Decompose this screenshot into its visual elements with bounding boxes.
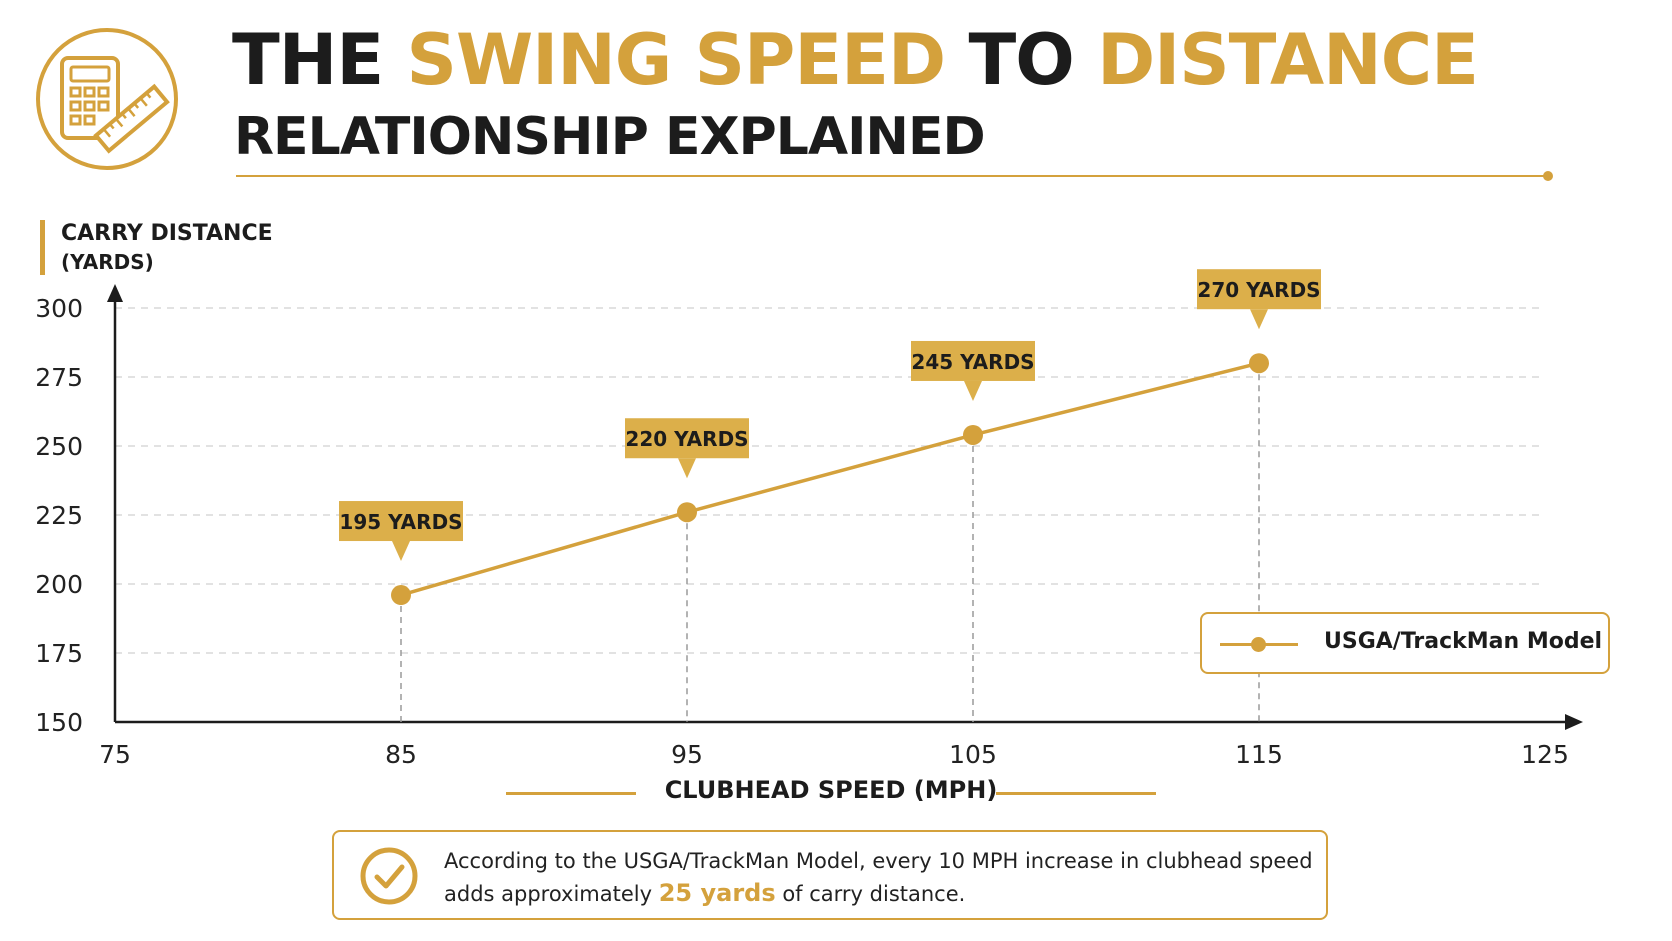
legend-entry-usga-trackman: USGA/TrackMan Model [1324, 629, 1603, 654]
data-point [963, 424, 983, 445]
x-axis-label-rule-right [996, 792, 1156, 795]
y-axis-title: CARRY DISTANCE [61, 221, 273, 246]
title-part1: THE [232, 19, 407, 101]
x-tick-label: 105 [949, 740, 997, 769]
x-axis-label-group: CLUBHEAD SPEED (MPH) [506, 774, 1156, 810]
x-axis-arrow [1565, 714, 1583, 730]
x-tick-label: 115 [1235, 740, 1283, 769]
note-highlight: 25 yards [658, 879, 776, 908]
check-circle-icon [360, 847, 418, 905]
callout-pointer [1250, 309, 1268, 330]
series-line-usga-trackman [400, 361, 1260, 597]
y-tick-label: 200 [35, 570, 83, 599]
data-label: 270 YARDS [1197, 278, 1320, 302]
note-text-after: of carry distance. [775, 882, 966, 907]
page-title: THE SWING SPEED TO DISTANCE [232, 19, 1479, 101]
callout-box [911, 340, 1035, 381]
y-tick-label: 300 [35, 294, 83, 323]
y-axis-units: (YARDS) [61, 249, 154, 274]
y-axis-arrow [107, 284, 123, 302]
callout-pointer [678, 458, 696, 479]
title-highlight-distance: DISTANCE [1097, 19, 1479, 101]
data-label: 245 YARDS [911, 350, 1034, 374]
chart-legend: USGA/TrackMan Model [1200, 612, 1610, 674]
title-divider [236, 171, 1553, 181]
y-tick-label: 250 [35, 432, 83, 461]
x-tick-label: 125 [1521, 740, 1569, 769]
page-subtitle: RELATIONSHIP EXPLAINED [234, 107, 986, 167]
title-part2: TO [945, 19, 1098, 101]
info-note: According to the USGA/TrackMan Model, ev… [332, 830, 1328, 920]
data-point [1249, 353, 1269, 374]
note-text-before: According to the USGA/TrackMan Model, ev… [444, 849, 1313, 907]
data-label: 220 YARDS [625, 427, 748, 451]
x-tick-label: 95 [671, 740, 703, 769]
legend-marker-swatch [1251, 637, 1266, 652]
callout-pointer [964, 380, 982, 401]
x-axis-label: CLUBHEAD SPEED (MPH) [664, 776, 998, 804]
callout-box [1197, 269, 1321, 310]
callout-box [339, 501, 463, 542]
data-label: 195 YARDS [339, 510, 462, 534]
data-point [677, 502, 697, 523]
x-tick-label: 85 [385, 740, 417, 769]
y-tick-label: 150 [35, 708, 83, 737]
x-axis-label-rule-left [506, 792, 636, 795]
x-tick-label: 75 [99, 740, 131, 769]
callout-pointer [392, 541, 410, 562]
note-text: According to the USGA/TrackMan Model, ev… [444, 846, 1314, 911]
y-tick-label: 225 [35, 501, 83, 530]
y-tick-label: 175 [35, 639, 83, 668]
title-highlight-swing-speed: SWING SPEED [406, 19, 947, 101]
data-point [391, 585, 411, 606]
calculator-ruler-icon [36, 28, 178, 170]
callout-box [625, 418, 749, 459]
y-axis-label: CARRY DISTANCE (YARDS) [40, 220, 273, 275]
y-tick-label: 275 [35, 363, 83, 392]
